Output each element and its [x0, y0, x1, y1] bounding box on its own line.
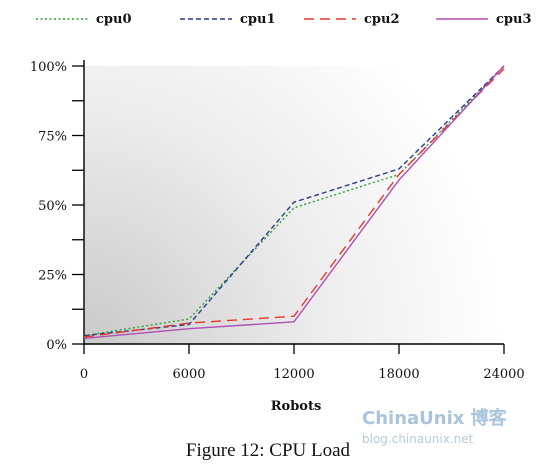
x-tick-label: 18000: [378, 367, 419, 382]
watermark-url: blog.chinaunix.net: [362, 432, 474, 446]
legend-label-cpu1: cpu1: [240, 12, 276, 27]
legend: cpu0 cpu1 cpu2 cpu3: [36, 12, 532, 27]
y-tick-label: 100%: [30, 60, 67, 75]
legend-label-cpu2: cpu2: [364, 12, 400, 27]
x-tick-label: 6000: [172, 367, 205, 382]
figure-caption: Figure 12: CPU Load: [185, 440, 351, 461]
series-line-cpu3: [83, 65, 505, 340]
series-line-cpu2: [83, 68, 505, 338]
y-tick-label: 0%: [46, 338, 67, 353]
x-tick-label: 0: [80, 367, 88, 382]
watermark-brand: ChinaUnix 博客: [362, 408, 507, 429]
axes: 0% 25% 50% 75% 100% 0 6000 12000 18000 24000: [30, 60, 525, 382]
watermark: ChinaUnix 博客 blog.chinaunix.net: [362, 404, 534, 446]
y-tick-label: 50%: [38, 199, 67, 214]
series-lines: [83, 65, 505, 340]
x-tick-label: 12000: [273, 367, 314, 382]
legend-label-cpu3: cpu3: [496, 12, 532, 27]
y-tick-label: 75%: [38, 130, 67, 145]
series-line-cpu1: [83, 65, 505, 337]
legend-label-cpu0: cpu0: [96, 12, 132, 27]
y-tick-label: 25%: [38, 269, 67, 284]
plot-background: [84, 66, 504, 344]
x-tick-label: 24000: [483, 367, 524, 382]
x-axis-title: Robots: [271, 399, 322, 414]
cpu-load-chart: cpu0 cpu1 cpu2 cpu3 0% 25% 50% 75% 100% 0 6000 120…: [30, 12, 532, 414]
